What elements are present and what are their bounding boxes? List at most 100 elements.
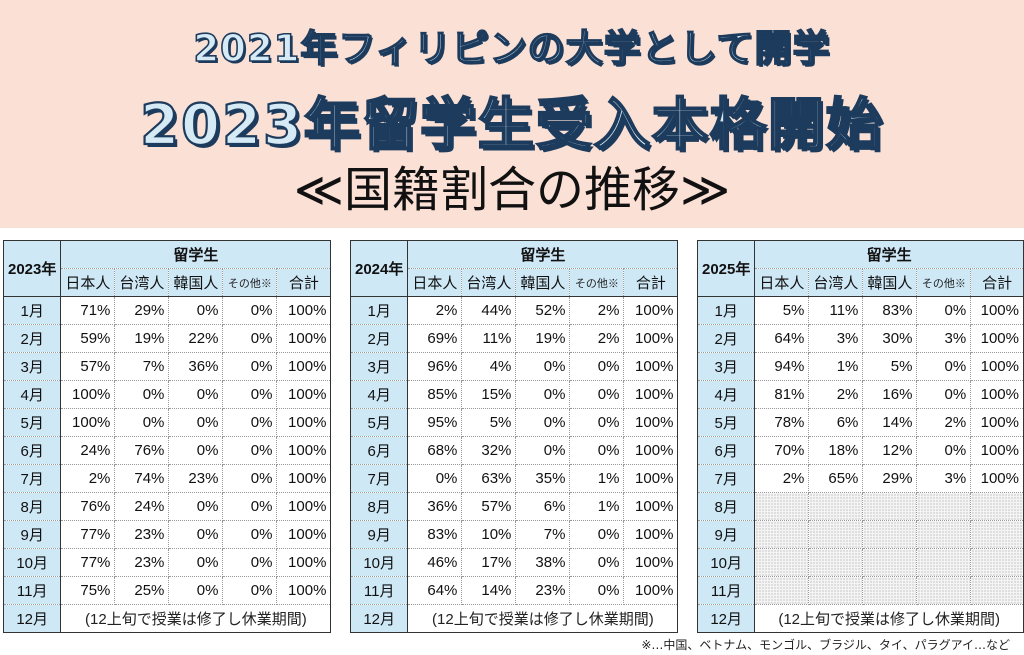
percentage-cell: 0% (515, 352, 571, 381)
month-label: 12月 (696, 604, 756, 633)
percentage-cell: 100% (276, 324, 332, 353)
percentage-cell: 68% (407, 436, 463, 465)
empty-cell (862, 548, 918, 577)
percentage-cell: 23% (114, 548, 170, 577)
table-row: 6月 70% 18% 12% 0% 100% (696, 436, 1024, 465)
percentage-cell: 0% (569, 380, 625, 409)
percentage-cell: 100% (623, 296, 679, 325)
percentage-cell: 32% (461, 436, 517, 465)
empty-cell (754, 492, 810, 521)
column-header: 日本人 (407, 268, 463, 297)
table-row: 8月 (696, 492, 1024, 521)
percentage-cell: 0% (222, 548, 278, 577)
table-row: 3月 57% 7% 36% 0% 100% (2, 352, 332, 381)
percentage-cell: 94% (754, 352, 810, 381)
month-label: 5月 (2, 408, 62, 437)
percentage-cell: 0% (515, 380, 571, 409)
section-title: ≪国籍割合の推移≫ (293, 162, 731, 218)
percentage-cell: 2% (754, 464, 810, 493)
percentage-cell: 83% (407, 520, 463, 549)
percentage-cell: 12% (862, 436, 918, 465)
percentage-cell: 0% (222, 436, 278, 465)
month-label: 3月 (2, 352, 62, 381)
percentage-cell: 0% (168, 492, 224, 521)
percentage-cell: 100% (970, 464, 1024, 493)
percentage-cell: 0% (222, 380, 278, 409)
percentage-cell: 29% (114, 296, 170, 325)
percentage-cell: 3% (916, 464, 972, 493)
percentage-cell: 2% (808, 380, 864, 409)
empty-cell (754, 576, 810, 605)
table-row: 1月 71% 29% 0% 0% 100% (2, 296, 332, 325)
percentage-cell: 100% (60, 408, 116, 437)
empty-cell (808, 520, 864, 549)
table-row: 11月 (696, 576, 1024, 605)
percentage-cell: 63% (461, 464, 517, 493)
percentage-cell: 11% (808, 296, 864, 325)
month-label: 10月 (696, 548, 756, 577)
month-label: 5月 (349, 408, 409, 437)
column-header: その他※ (916, 268, 972, 297)
percentage-cell: 77% (60, 548, 116, 577)
percentage-cell: 0% (569, 352, 625, 381)
column-header: 韓国人 (515, 268, 571, 297)
percentage-cell: 24% (114, 492, 170, 521)
percentage-cell: 3% (808, 324, 864, 353)
percentage-cell: 0% (222, 520, 278, 549)
empty-cell (862, 492, 918, 521)
empty-cell (916, 492, 972, 521)
empty-cell (862, 576, 918, 605)
percentage-cell: 100% (970, 296, 1024, 325)
percentage-cell: 18% (808, 436, 864, 465)
percentage-cell: 1% (808, 352, 864, 381)
month-label: 7月 (2, 464, 62, 493)
month-label: 7月 (696, 464, 756, 493)
empty-cell (916, 520, 972, 549)
month-label: 10月 (349, 548, 409, 577)
month-label: 8月 (349, 492, 409, 521)
percentage-cell: 0% (168, 436, 224, 465)
column-header: 合計 (970, 268, 1024, 297)
table-row: 1月 2% 44% 52% 2% 100% (349, 296, 679, 325)
year-label: 2023年 (2, 240, 62, 297)
percentage-cell: 69% (407, 324, 463, 353)
percentage-cell: 100% (276, 520, 332, 549)
percentage-cell: 17% (461, 548, 517, 577)
percentage-cell: 52% (515, 296, 571, 325)
headline-start: 2023年留学生受入本格開始 (139, 92, 884, 159)
percentage-cell: 1% (569, 492, 625, 521)
percentage-cell: 3% (916, 324, 972, 353)
percentage-cell: 29% (862, 464, 918, 493)
month-label: 8月 (2, 492, 62, 521)
percentage-cell: 1% (569, 464, 625, 493)
column-header: その他※ (569, 268, 625, 297)
table-row: 9月 (696, 520, 1024, 549)
closing-note: (12上旬で授業は修了し休業期間) (407, 604, 679, 633)
percentage-cell: 2% (916, 408, 972, 437)
column-header: その他※ (222, 268, 278, 297)
table-row: 5月 95% 5% 0% 0% 100% (349, 408, 679, 437)
title-banner (0, 0, 1024, 228)
table-row: 5月 78% 6% 14% 2% 100% (696, 408, 1024, 437)
percentage-cell: 2% (569, 296, 625, 325)
percentage-cell: 100% (623, 548, 679, 577)
percentage-cell: 7% (515, 520, 571, 549)
table-row: 1月 5% 11% 83% 0% 100% (696, 296, 1024, 325)
table-row: 11月 75% 25% 0% 0% 100% (2, 576, 332, 605)
percentage-cell: 0% (168, 548, 224, 577)
month-label: 9月 (2, 520, 62, 549)
month-label: 4月 (349, 380, 409, 409)
month-label: 2月 (696, 324, 756, 353)
percentage-cell: 4% (461, 352, 517, 381)
percentage-cell: 16% (862, 380, 918, 409)
table-row: 9月 83% 10% 7% 0% 100% (349, 520, 679, 549)
percentage-cell: 100% (623, 352, 679, 381)
empty-cell (916, 548, 972, 577)
percentage-cell: 81% (754, 380, 810, 409)
percentage-cell: 100% (623, 380, 679, 409)
percentage-cell: 0% (916, 436, 972, 465)
column-header: 合計 (623, 268, 679, 297)
percentage-cell: 100% (276, 464, 332, 493)
percentage-cell: 0% (916, 352, 972, 381)
percentage-cell: 6% (808, 408, 864, 437)
